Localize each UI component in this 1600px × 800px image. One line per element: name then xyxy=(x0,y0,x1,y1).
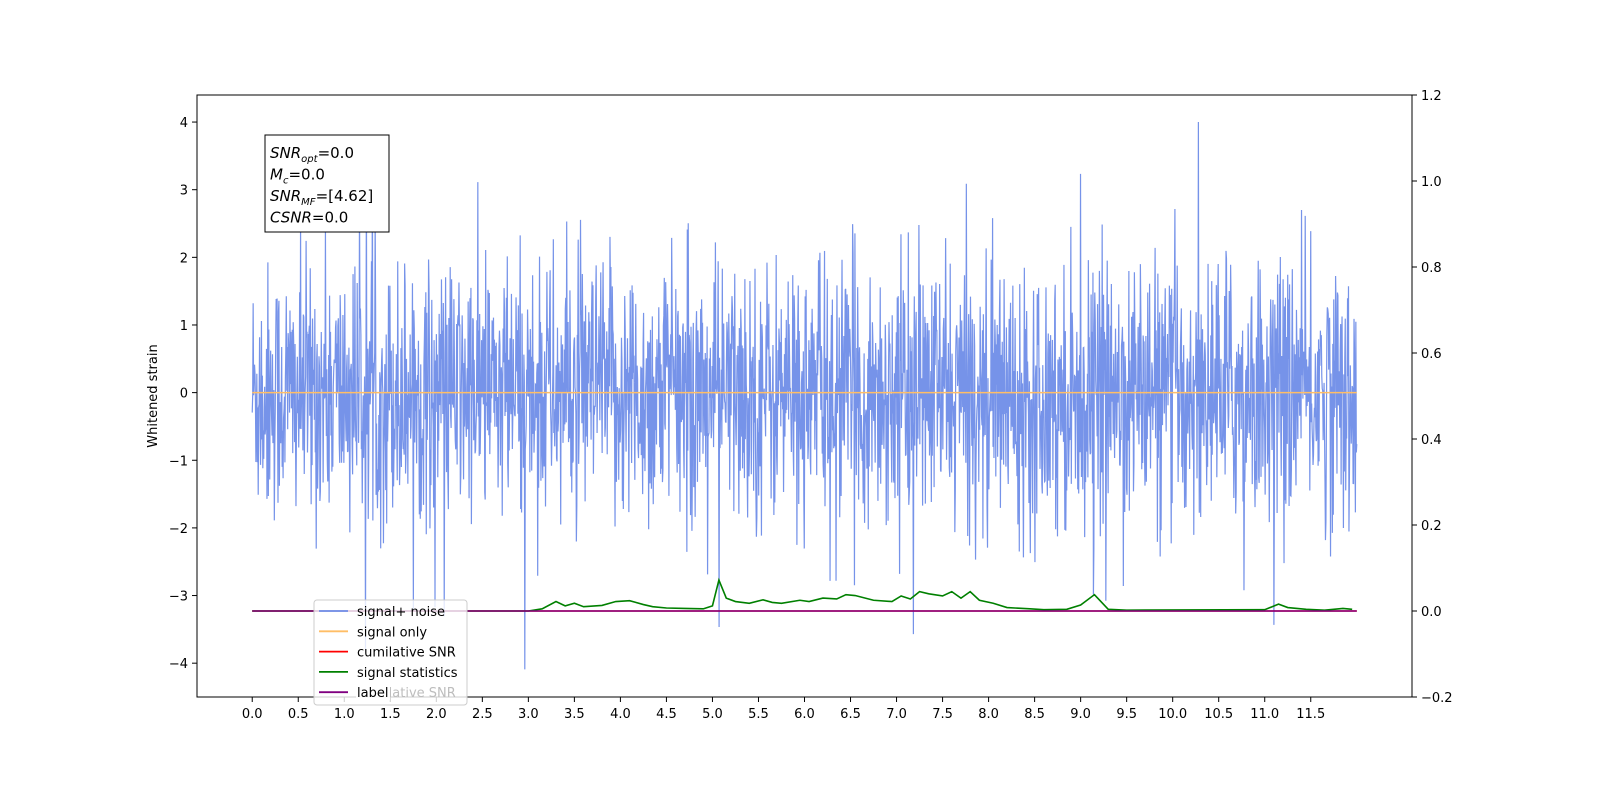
x-tick-label: 11.0 xyxy=(1250,707,1279,722)
y-axis-label: Whitened strain xyxy=(146,344,161,447)
y2-tick-label: 1.2 xyxy=(1421,89,1442,104)
y-tick-label: 0 xyxy=(180,387,188,402)
y-tick-label: 1 xyxy=(180,319,188,334)
x-tick-label: 5.5 xyxy=(748,707,769,722)
legend-frame xyxy=(313,599,468,706)
x-tick-label: 10.5 xyxy=(1204,707,1233,722)
x-tick-label: 1.0 xyxy=(334,707,355,722)
x-tick-label: 9.0 xyxy=(1070,707,1091,722)
x-tick-label: 6.5 xyxy=(840,707,861,722)
series-signal-noise xyxy=(251,122,1358,670)
legend-label-backdrop xyxy=(356,684,390,700)
series-signal-statistics xyxy=(252,577,1353,612)
y2-tick-label: 0.8 xyxy=(1421,261,1442,276)
y2-tick-label: 0.0 xyxy=(1421,605,1442,620)
y2-tick-label: 0.6 xyxy=(1421,347,1442,362)
y-tick-label: −4 xyxy=(169,657,188,672)
x-tick-label: 3.5 xyxy=(564,707,585,722)
y-tick-label: −1 xyxy=(169,454,188,469)
annotation-line: SNRopt=0.0 xyxy=(270,144,354,165)
y2-tick-label: −0.2 xyxy=(1421,691,1453,706)
x-tick-label: 10.0 xyxy=(1158,707,1187,722)
y-tick-label: 3 xyxy=(180,184,188,199)
legend: signal+ noise signal only cumilative SNR si… xyxy=(313,599,468,706)
x-tick-label: 2.0 xyxy=(426,707,447,722)
x-tick-label: 0.5 xyxy=(288,707,309,722)
y2-tick-label: 0.2 xyxy=(1421,519,1442,534)
plot-area xyxy=(251,122,1358,670)
annotation-line: SNRMF=[4.62] xyxy=(270,187,373,208)
annotation-line: CSNR=0.0 xyxy=(270,209,348,227)
x-tick-label: 4.5 xyxy=(656,707,677,722)
y2-tick-label: 1.0 xyxy=(1421,175,1442,190)
x-tick-label: 7.5 xyxy=(932,707,953,722)
legend-label: label xyxy=(357,686,388,701)
legend-label: signal+ noise xyxy=(357,605,445,620)
legend-label: cumilative SNR xyxy=(357,646,456,661)
legend-label: signal statistics xyxy=(357,666,458,681)
x-tick-label: 3.0 xyxy=(518,707,539,722)
x-tick-label: 11.5 xyxy=(1296,707,1325,722)
y-tick-label: 4 xyxy=(180,116,188,131)
x-tick-label: 0.0 xyxy=(242,707,263,722)
annotation-frame xyxy=(264,134,390,233)
x-tick-label: 4.0 xyxy=(610,707,631,722)
x-tick-label: 8.5 xyxy=(1024,707,1045,722)
x-tick-label: 9.5 xyxy=(1116,707,1137,722)
y-tick-label: −3 xyxy=(169,590,188,605)
x-tick-label: 8.0 xyxy=(978,707,999,722)
y-tick-label: −2 xyxy=(169,522,188,537)
x-tick-label: 5.0 xyxy=(702,707,723,722)
x-tick-label: 6.0 xyxy=(794,707,815,722)
x-tick-label: 1.5 xyxy=(380,707,401,722)
y-tick-label: 2 xyxy=(180,251,188,266)
x-tick-label: 2.5 xyxy=(472,707,493,722)
legend-label: signal only xyxy=(357,625,427,640)
y2-tick-label: 0.4 xyxy=(1421,433,1442,448)
axes: 0.0 0.5 1.0 1.5 2.0 2.5 3.0 3.5 4.0 4.5 5.0 5.5 6.0 6… xyxy=(146,89,1453,722)
x-tick-label: 7.0 xyxy=(886,707,907,722)
annotation-line: Mc=0.0 xyxy=(270,166,325,187)
